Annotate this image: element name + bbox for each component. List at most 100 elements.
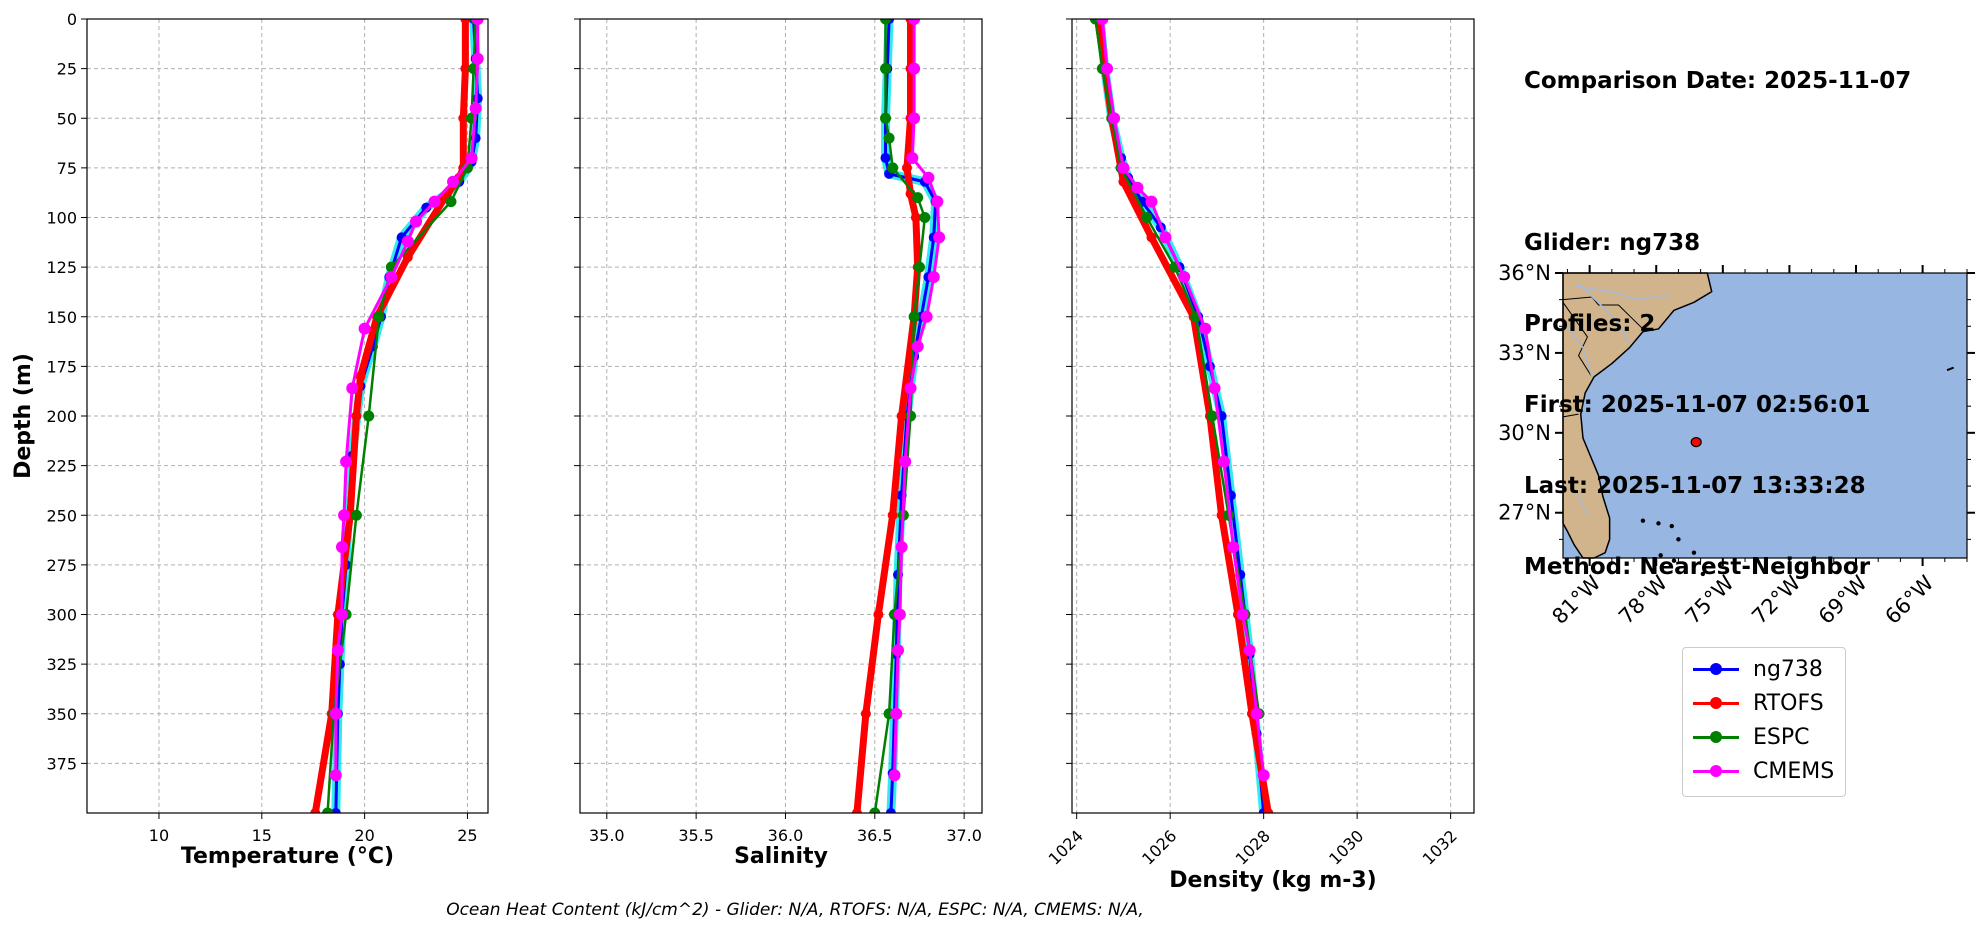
legend-label: CMEMS <box>1753 758 1835 784</box>
data-point-cmems <box>410 215 423 228</box>
data-point-cmems <box>892 644 905 657</box>
profile-count: Profiles: 2 <box>1524 311 1656 337</box>
data-point-cmems <box>1217 455 1230 468</box>
map-frame <box>1562 272 1968 559</box>
map-river <box>1562 320 1593 378</box>
x-tick-label: 1028 <box>1232 826 1274 868</box>
data-point-cmems <box>1178 271 1191 284</box>
data-point-cmems <box>469 102 482 115</box>
map-border <box>1562 296 1644 330</box>
data-point-espc <box>905 410 917 422</box>
map-lat-label: 27°N <box>1498 501 1551 525</box>
legend-label: ESPC <box>1753 724 1810 750</box>
data-point-rtofs <box>910 212 921 223</box>
y-tick-label: 125 <box>46 258 77 277</box>
data-point-espc <box>373 311 385 323</box>
x-tick-label: 1024 <box>1045 826 1087 868</box>
data-point-rtofs <box>351 411 362 421</box>
data-point-espc <box>322 807 334 813</box>
data-point-cmems <box>335 541 348 554</box>
data-point-cmems <box>1243 644 1256 657</box>
data-point-cmems <box>899 455 912 468</box>
data-point-cmems <box>338 509 351 522</box>
y-tick-label: 50 <box>57 109 77 128</box>
map-island <box>1669 523 1674 529</box>
x-axis-label: Temperature (°C) <box>181 844 394 869</box>
plot-area <box>1089 19 1274 813</box>
data-point-cmems <box>911 340 924 353</box>
data-point-cmems <box>927 271 940 284</box>
map-lat-label: 30°N <box>1498 421 1551 445</box>
data-point-cmems <box>895 541 908 554</box>
data-point-rtofs <box>355 371 366 382</box>
legend-item-ng738: ng738 <box>1693 655 1823 683</box>
data-point-rtofs <box>901 162 912 173</box>
data-point-rtofs <box>851 808 862 813</box>
data-point-cmems <box>908 62 921 75</box>
map-bermuda <box>1946 366 1955 372</box>
method: Method: Nearest-Neighbor <box>1524 554 1871 580</box>
data-point-rtofs <box>460 19 471 24</box>
series-line-ng738 <box>884 19 938 813</box>
data-point-cmems <box>1096 19 1109 25</box>
info-panel: Comparison Date: 2025-11-07 Glider: ng73… <box>1524 14 1911 608</box>
y-tick-label: 0 <box>67 10 77 29</box>
data-point-cmems <box>428 195 441 208</box>
map-island <box>1640 518 1646 523</box>
data-point-ng738 <box>880 152 891 163</box>
data-point-cmems <box>888 769 901 782</box>
x-tick-label: 20 <box>354 826 374 845</box>
y-tick-label: 75 <box>57 159 77 178</box>
data-point-espc <box>445 196 457 208</box>
axes-frame <box>1071 18 1475 814</box>
x-tick-label: 36.0 <box>768 826 804 845</box>
x-axis-label: Salinity <box>734 844 828 869</box>
data-point-cmems <box>904 382 917 395</box>
plot-area <box>310 19 484 813</box>
ohc-caption: Ocean Heat Content (kJ/cm^2) - Glider: N… <box>446 900 1144 920</box>
map-river <box>1576 285 1670 301</box>
y-tick-label: 325 <box>46 655 77 674</box>
x-tick-label: 1030 <box>1325 826 1367 868</box>
y-tick-label: 250 <box>46 506 77 525</box>
y-tick-label: 375 <box>46 754 77 773</box>
y-axis-label: Depth (m) <box>11 353 36 479</box>
y-tick-label: 275 <box>46 556 77 575</box>
data-point-rtofs <box>873 609 884 620</box>
data-point-cmems <box>401 235 414 248</box>
data-point-rtofs <box>402 252 413 263</box>
comparison-date: Comparison Date: 2025-11-07 <box>1524 68 1912 94</box>
y-tick-label: 200 <box>46 407 77 426</box>
map-island <box>1691 550 1697 555</box>
data-point-cmems <box>908 112 921 125</box>
data-point-cmems <box>922 171 935 184</box>
data-point-cmems <box>1199 322 1212 335</box>
data-point-espc <box>887 162 899 174</box>
data-point-rtofs <box>1263 808 1274 813</box>
y-tick-label: 225 <box>46 457 77 476</box>
glider-name: Glider: ng738 <box>1524 230 1701 256</box>
data-point-cmems <box>1236 608 1249 621</box>
map-island <box>1700 571 1706 577</box>
legend-item-cmems: CMEMS <box>1693 757 1834 785</box>
legend: ng738 RTOFS ESPC CMEMS <box>1682 647 1846 797</box>
map-river <box>1575 491 1589 516</box>
data-point-cmems <box>346 382 359 395</box>
data-point-cmems <box>329 707 342 720</box>
data-point-cmems <box>1117 161 1130 174</box>
data-point-espc <box>1206 410 1218 422</box>
data-point-ng738 <box>330 808 341 813</box>
data-point-espc <box>880 19 892 25</box>
data-point-cmems <box>335 608 348 621</box>
axes-frame <box>579 18 983 814</box>
first-time: First: 2025-11-07 02:56:01 <box>1524 392 1871 418</box>
data-point-espc <box>912 192 924 204</box>
axes-frame <box>86 18 489 814</box>
data-point-cmems <box>447 175 460 188</box>
data-point-cmems <box>920 310 933 323</box>
data-point-rtofs <box>896 411 907 421</box>
x-tick-label: 15 <box>252 826 272 845</box>
x-tick-label: 1026 <box>1138 826 1180 868</box>
data-point-cmems <box>893 608 906 621</box>
data-point-rtofs <box>1146 232 1157 243</box>
